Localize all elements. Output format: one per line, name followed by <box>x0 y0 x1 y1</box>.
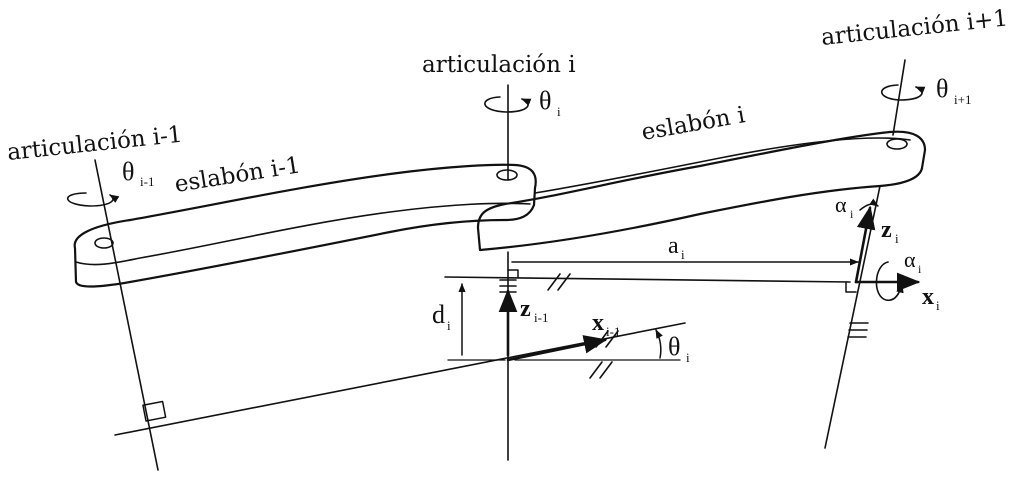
svg-text:α: α <box>904 247 916 272</box>
rotation-arrow-i-minus-1 <box>66 192 120 207</box>
svg-text:i: i <box>895 231 899 246</box>
alpha-i-top-label: α i <box>835 192 854 221</box>
link-label-i: eslabón i <box>640 102 747 146</box>
axis-i-plus-1-lower <box>824 185 881 449</box>
svg-text:d: d <box>432 300 445 329</box>
alpha-i-side-label: α i <box>904 247 922 276</box>
svg-text:a: a <box>668 233 679 259</box>
axis-i-minus-1 <box>94 159 159 471</box>
x-i-label: x i <box>922 284 940 313</box>
svg-text:i-1: i-1 <box>140 174 154 189</box>
rotation-arrow-i <box>484 96 532 113</box>
svg-text:i: i <box>936 298 940 313</box>
svg-text:θ: θ <box>936 74 948 103</box>
svg-text:i: i <box>850 207 854 221</box>
theta-label-i-plus-1: θ i+1 <box>936 74 971 107</box>
x-i-minus-1-arrow <box>506 335 608 362</box>
joint-label-i: articulación i <box>422 52 576 78</box>
svg-text:i: i <box>686 350 690 365</box>
alpha-rotation-arrow <box>875 261 904 302</box>
joint-label-i-plus-1: articulación i+1 <box>820 6 1009 51</box>
x-i-minus-1-label: x i-1 <box>592 310 620 339</box>
common-normal-line <box>444 276 851 283</box>
svg-text:i+1: i+1 <box>954 92 971 107</box>
svg-text:i: i <box>918 262 922 276</box>
link-i-minus-1 <box>73 163 537 288</box>
svg-text:θ: θ <box>539 86 551 115</box>
joint-hole-i <box>496 169 518 181</box>
a-i-label: a i <box>668 233 685 262</box>
d-i-label: d i <box>432 300 451 333</box>
link-i <box>476 130 927 252</box>
axis-i-plus-1-upper <box>892 59 906 136</box>
svg-text:i-1: i-1 <box>606 324 620 339</box>
right-angle-mark-left <box>142 400 167 422</box>
svg-text:i-1: i-1 <box>534 310 548 325</box>
svg-text:i: i <box>447 318 451 333</box>
rotation-arrow-i-plus-1 <box>880 84 926 101</box>
svg-text:x: x <box>922 284 934 310</box>
svg-text:z: z <box>881 217 892 243</box>
theta-i-arc <box>655 329 663 359</box>
theta-label-i-minus-1: θ i-1 <box>122 157 154 189</box>
svg-text:i: i <box>557 104 561 119</box>
svg-text:θ: θ <box>668 332 680 361</box>
z-i-label: z i <box>881 217 899 246</box>
right-angle-mark-right <box>845 281 857 293</box>
joint-hole-i-plus-1 <box>886 138 908 150</box>
z-i-arrow <box>854 205 876 284</box>
theta-label-i: θ i <box>539 86 561 119</box>
svg-text:i: i <box>681 247 685 262</box>
svg-text:z: z <box>520 296 531 322</box>
theta-i-label: θ i <box>668 332 690 365</box>
parallel-marks <box>499 273 869 379</box>
x-i-minus-1-line <box>114 322 686 436</box>
right-angle-mark-center <box>507 269 519 278</box>
svg-text:α: α <box>835 192 847 217</box>
joint-hole-i-minus-1 <box>94 237 114 249</box>
svg-text:x: x <box>592 310 604 336</box>
z-i-minus-1-label: z i-1 <box>520 296 548 325</box>
svg-text:θ: θ <box>122 157 134 186</box>
